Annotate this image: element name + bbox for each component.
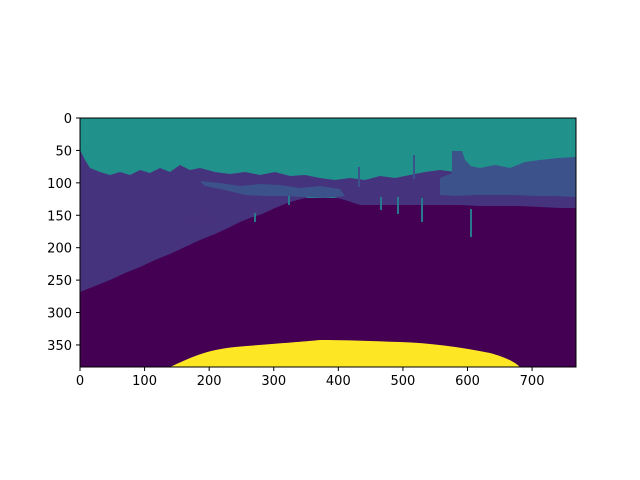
pole-2 [413, 155, 415, 179]
building-region-right [440, 157, 576, 197]
y-tick-label: 50 [55, 144, 72, 159]
pole-3 [380, 197, 382, 210]
y-tick-label: 0 [64, 112, 72, 127]
x-tick-label: 600 [455, 374, 480, 389]
pole-4 [397, 197, 399, 214]
x-tick-label: 100 [132, 374, 157, 389]
x-axis: 0 100 200 300 400 500 600 700 [76, 367, 545, 389]
sign-structure [452, 151, 470, 178]
y-tick-label: 300 [47, 307, 72, 322]
pole-8 [254, 213, 256, 222]
x-tick-label: 400 [326, 374, 351, 389]
y-tick-label: 250 [47, 274, 72, 289]
x-tick-label: 500 [391, 374, 416, 389]
pole-6 [470, 209, 472, 237]
vegetation-patch [180, 214, 215, 222]
y-tick-label: 200 [47, 242, 72, 257]
y-axis: 0 50 100 150 200 250 300 350 [47, 112, 80, 354]
pole-1 [358, 167, 360, 187]
pole-5 [421, 198, 423, 222]
x-tick-label: 700 [520, 374, 545, 389]
y-tick-label: 100 [47, 177, 72, 192]
pole-7 [288, 196, 290, 205]
x-tick-label: 0 [76, 374, 84, 389]
x-tick-label: 300 [261, 374, 286, 389]
building-region-mid [200, 181, 345, 198]
y-tick-label: 150 [47, 209, 72, 224]
y-tick-label: 350 [47, 339, 72, 354]
ego-vehicle-region [170, 340, 520, 367]
x-tick-label: 200 [197, 374, 222, 389]
segmentation-image [80, 118, 576, 367]
axes-frame [79, 117, 577, 368]
